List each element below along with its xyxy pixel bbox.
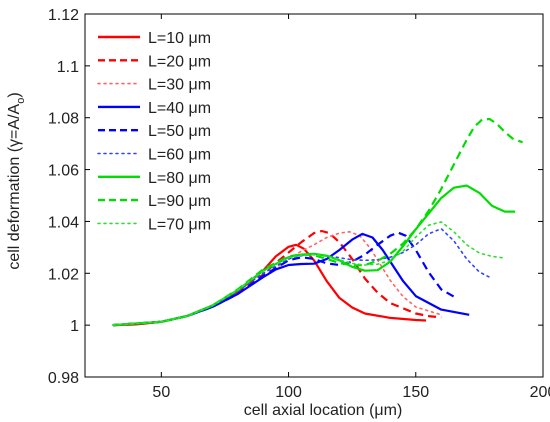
- y-axis-label-close: ): [6, 92, 23, 97]
- y-tick-label: 1.08: [48, 111, 79, 128]
- legend-label-9: L=70 μm: [148, 216, 211, 233]
- x-tick-label: 100: [275, 384, 302, 401]
- series-layer: [112, 117, 523, 327]
- legend-label-3: L=30 μm: [148, 77, 211, 94]
- legend-label-8: L=90 μm: [148, 193, 211, 210]
- y-tick-label: 1.12: [48, 7, 79, 24]
- plot-frame: [84, 13, 544, 378]
- legend-label-2: L=20 μm: [148, 53, 211, 70]
- x-tick-label: 200: [530, 384, 550, 401]
- legend-label-5: L=50 μm: [148, 123, 211, 140]
- y-tick-label: 1.06: [48, 163, 79, 180]
- y-axis-label-subscript: o: [15, 98, 27, 104]
- series-line-9: [112, 221, 504, 326]
- y-tick-label: 1.04: [48, 214, 79, 231]
- ticks-layer: 50 100 150 200 0.98 1 1.02 1.04 1.06 1.08 1.1 1.12: [48, 7, 550, 401]
- legend-layer: L=10 μm L=20 μm L=30 μm L=40 μm L=50 μm L=60 …: [97, 30, 211, 233]
- y-axis-label: cell deformation (γ=A/Ao): [6, 92, 27, 269]
- y-axis-label-main: cell deformation (γ=A/A: [6, 103, 23, 269]
- y-tick-label: 1: [70, 318, 79, 335]
- y-tick-label: 1.02: [48, 266, 79, 283]
- x-axis-label: cell axial location (μm): [244, 402, 403, 419]
- x-tick-label: 150: [402, 384, 429, 401]
- legend-label-4: L=40 μm: [148, 100, 211, 117]
- legend-label-1: L=10 μm: [148, 30, 211, 47]
- y-tick-label: 1.1: [57, 59, 79, 76]
- y-tick-label: 0.98: [48, 370, 79, 387]
- legend-label-7: L=80 μm: [148, 170, 211, 187]
- series-line-8: [112, 117, 523, 327]
- legend-label-6: L=60 μm: [148, 147, 211, 164]
- series-line-5: [112, 231, 455, 327]
- x-tick-label: 50: [152, 384, 170, 401]
